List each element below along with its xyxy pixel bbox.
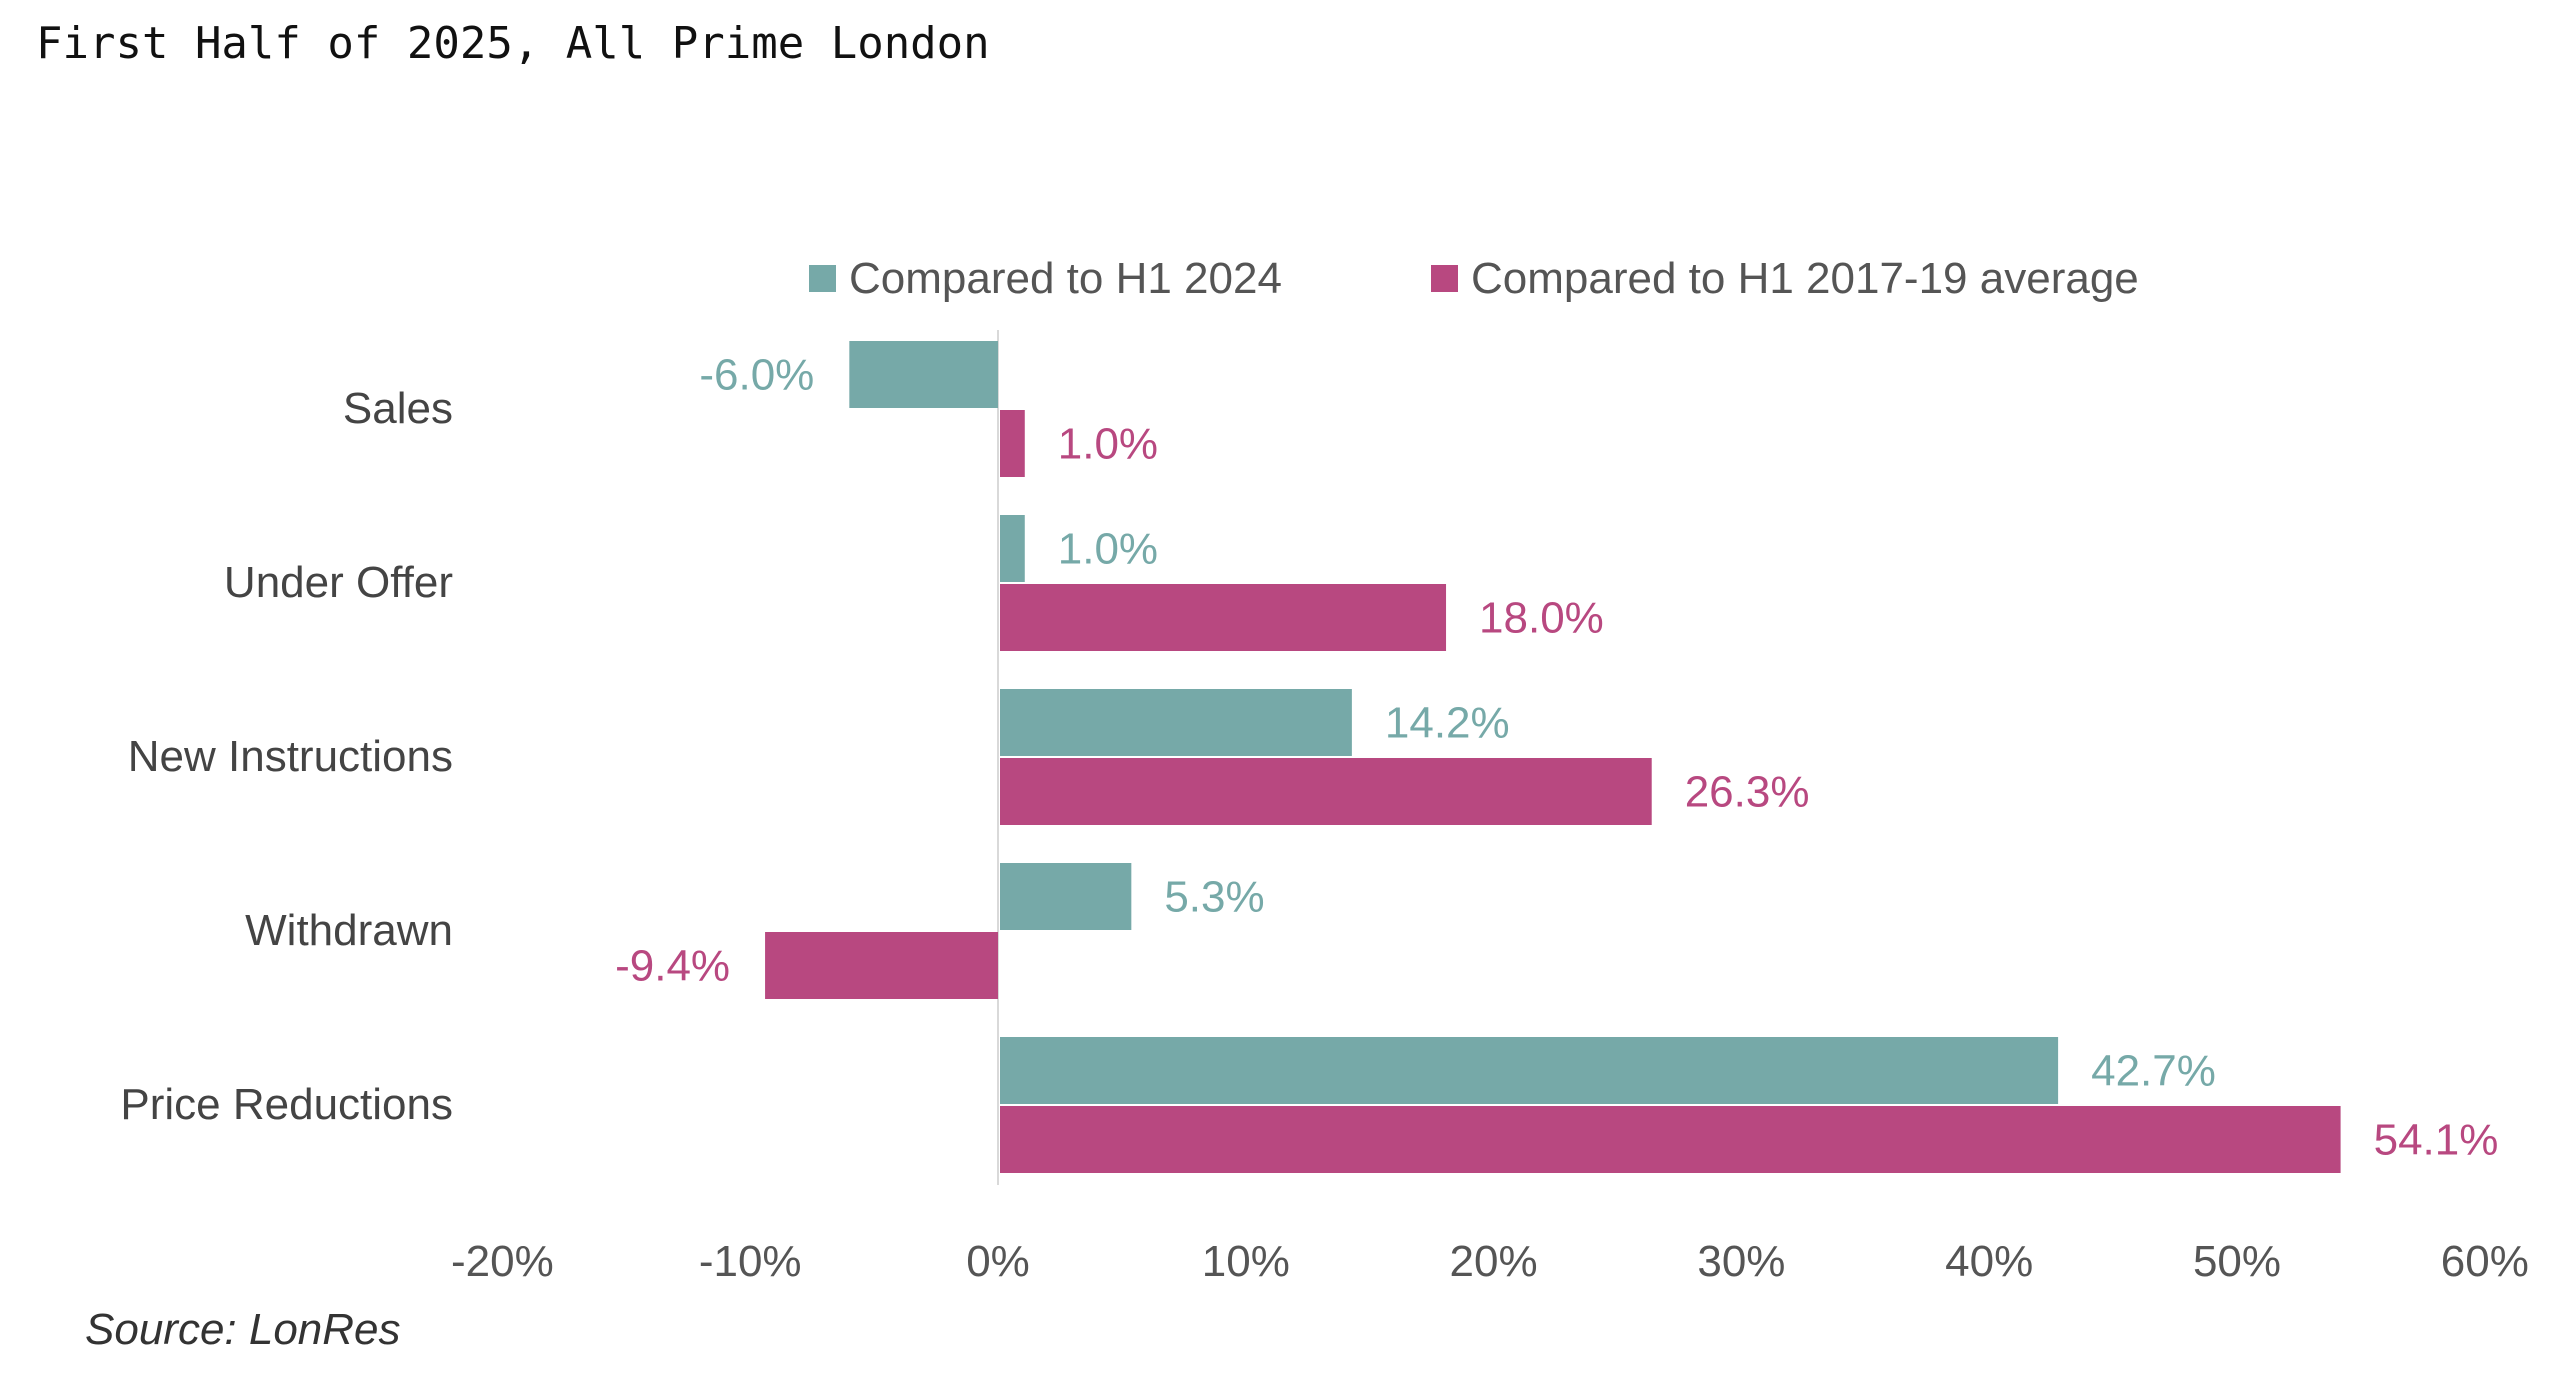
bar [849,341,998,408]
data-label: 26.3% [1685,768,1810,817]
bar [765,932,998,999]
data-label: 54.1% [2374,1116,2499,1165]
data-label: -6.0% [699,351,814,400]
bar [1000,584,1447,651]
bar [1000,1037,2059,1104]
x-tick-label: 10% [1202,1237,1290,1286]
x-tick-label: 0% [966,1237,1030,1286]
category-label: Withdrawn [245,906,453,955]
bar [1000,515,1025,582]
x-tick-label: 20% [1450,1237,1538,1286]
bar [1000,1106,2341,1173]
category-label: Under Offer [224,558,453,607]
bar [1000,689,1352,756]
x-tick-label: 30% [1697,1237,1785,1286]
source-note: Source: LonRes [85,1305,401,1354]
legend-label-1: Compared to H1 2024 [849,254,1282,303]
category-label: New Instructions [128,732,453,781]
data-label: -9.4% [615,942,730,991]
x-tick-label: 40% [1945,1237,2033,1286]
data-label: 18.0% [1479,594,1604,643]
category-label: Sales [343,384,453,433]
category-label: Price Reductions [120,1080,453,1129]
data-label: 5.3% [1164,873,1264,922]
data-label: 14.2% [1385,699,1510,748]
legend-swatch-2 [1431,265,1458,292]
bar [1000,863,1132,930]
x-tick-label: 50% [2193,1237,2281,1286]
bar [1000,410,1025,477]
x-tick-label: -20% [451,1237,554,1286]
bar [1000,758,1652,825]
data-label: 1.0% [1058,420,1158,469]
legend-label-2: Compared to H1 2017-19 average [1471,254,2139,303]
data-label: 1.0% [1058,525,1158,574]
legend-swatch-1 [809,265,836,292]
x-tick-label: -10% [699,1237,802,1286]
page-title: First Half of 2025, All Prime London [36,18,990,69]
data-label: 42.7% [2091,1047,2216,1096]
x-tick-label: 60% [2441,1237,2529,1286]
